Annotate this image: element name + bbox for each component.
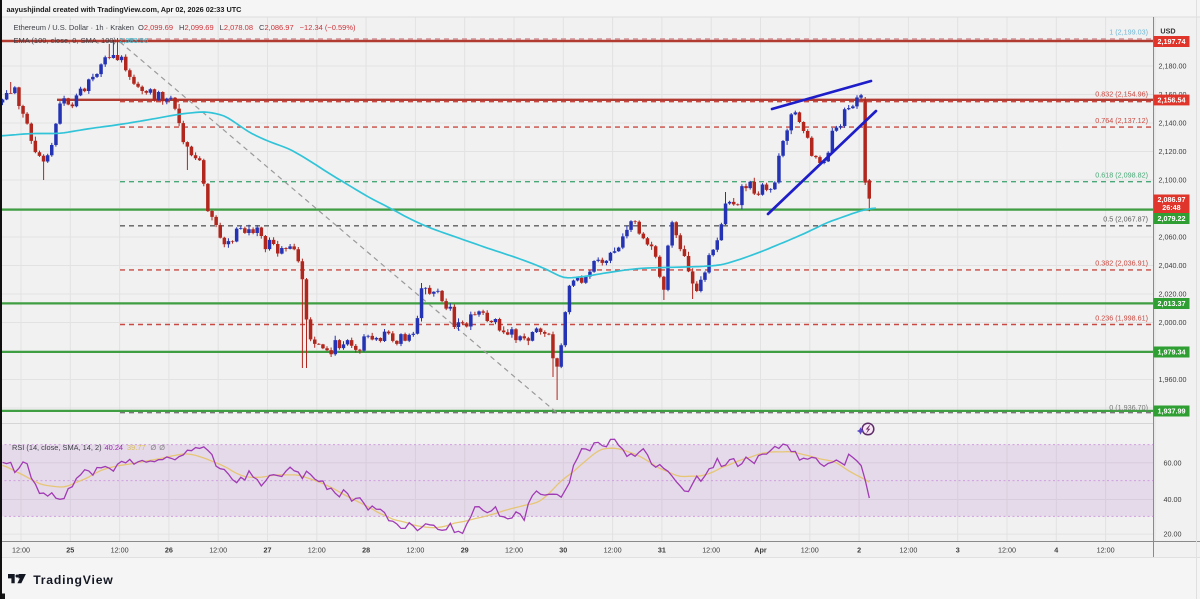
svg-text:12:00: 12:00	[801, 546, 819, 555]
svg-text:12:00: 12:00	[12, 546, 30, 555]
svg-text:40.00: 40.00	[1164, 495, 1182, 504]
svg-text:2,060.00: 2,060.00	[1159, 233, 1187, 242]
svg-text:26:48: 26:48	[1162, 203, 1180, 212]
svg-text:2: 2	[857, 546, 861, 555]
svg-text:1,979.34: 1,979.34	[1158, 348, 1186, 357]
svg-text:12:00: 12:00	[998, 546, 1016, 555]
svg-text:2,013.37: 2,013.37	[1158, 299, 1186, 308]
svg-text:0.236 (1,998.61): 0.236 (1,998.61)	[1095, 314, 1148, 323]
svg-text:2,197.74: 2,197.74	[1158, 37, 1186, 46]
svg-text:2,160.00: 2,160.00	[1159, 90, 1187, 99]
svg-text:1,937.99: 1,937.99	[1158, 407, 1186, 416]
svg-text:2,120.00: 2,120.00	[1159, 147, 1187, 156]
svg-text:12:00: 12:00	[702, 546, 720, 555]
svg-text:12:00: 12:00	[899, 546, 917, 555]
svg-text:1,960.00: 1,960.00	[1159, 375, 1187, 384]
svg-text:2,000.00: 2,000.00	[1159, 318, 1187, 327]
svg-text:0.832 (2,154.96): 0.832 (2,154.96)	[1095, 90, 1148, 99]
svg-text:2,140.00: 2,140.00	[1159, 119, 1187, 128]
svg-text:2,020.00: 2,020.00	[1159, 290, 1187, 299]
svg-text:1 (2,199.03): 1 (2,199.03)	[1109, 28, 1148, 37]
svg-text:0.5 (2,067.87): 0.5 (2,067.87)	[1103, 215, 1148, 224]
svg-text:31: 31	[658, 546, 666, 555]
svg-text:12:00: 12:00	[111, 546, 129, 555]
svg-text:12:00: 12:00	[406, 546, 424, 555]
svg-text:28: 28	[362, 546, 370, 555]
svg-text:60.00: 60.00	[1164, 458, 1182, 467]
svg-text:29: 29	[461, 546, 469, 555]
svg-text:30: 30	[559, 546, 567, 555]
svg-text:12:00: 12:00	[505, 546, 523, 555]
svg-text:12:00: 12:00	[1097, 546, 1115, 555]
svg-text:2,086.97: 2,086.97	[1158, 195, 1186, 204]
svg-text:26: 26	[165, 546, 173, 555]
svg-text:0.382 (2,036.91): 0.382 (2,036.91)	[1095, 259, 1148, 268]
svg-text:3: 3	[956, 546, 960, 555]
svg-text:12:00: 12:00	[308, 546, 326, 555]
svg-text:0.764 (2,137.12): 0.764 (2,137.12)	[1095, 116, 1148, 125]
svg-text:12:00: 12:00	[209, 546, 227, 555]
svg-text:12:00: 12:00	[604, 546, 622, 555]
svg-text:4: 4	[1054, 546, 1058, 555]
svg-text:2,040.00: 2,040.00	[1159, 261, 1187, 270]
svg-text:27: 27	[264, 546, 272, 555]
svg-text:2,180.00: 2,180.00	[1159, 62, 1187, 71]
svg-text:2,079.22: 2,079.22	[1158, 214, 1186, 223]
svg-text:20.00: 20.00	[1164, 530, 1182, 539]
svg-text:USD: USD	[1160, 27, 1175, 36]
svg-text:Apr: Apr	[754, 546, 767, 555]
svg-text:0 (1,936.70): 0 (1,936.70)	[1109, 403, 1148, 412]
svg-text:2,156.54: 2,156.54	[1158, 96, 1186, 105]
svg-text:25: 25	[66, 546, 74, 555]
svg-text:2,100.00: 2,100.00	[1159, 176, 1187, 185]
svg-text:0.618 (2,098.82): 0.618 (2,098.82)	[1095, 171, 1148, 180]
